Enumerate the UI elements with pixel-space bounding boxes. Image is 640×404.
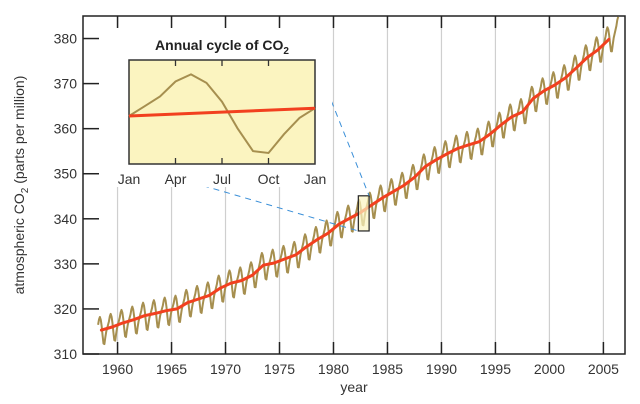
y-tick-label: 330 — [54, 256, 78, 272]
y-tick-label: 360 — [54, 121, 78, 137]
tick-labels: 1960 1965 1970 1975 1980 1985 1990 1995 2000 2005… — [54, 31, 620, 377]
inset-x-tick-label: Oct — [258, 171, 280, 187]
inset-seasonal-line — [128, 73, 316, 155]
inset-x-tick-label: Jan — [304, 171, 327, 187]
y-tick-label: 370 — [54, 76, 78, 92]
y-tick-label: 320 — [54, 301, 78, 317]
x-tick-label: 2000 — [534, 361, 565, 377]
inset-trend-line — [128, 106, 316, 118]
x-tick-label: 1975 — [264, 361, 295, 377]
inset-x-tick-label: Jan — [118, 171, 141, 187]
series-layer — [97, 16, 620, 346]
x-tick-label: 1965 — [156, 361, 187, 377]
inset-ticks: Jan Apr Jul Oct Jan — [118, 60, 327, 187]
highlight-box — [357, 195, 370, 232]
x-tick-label: 1990 — [426, 361, 457, 377]
connector-bottom — [128, 163, 359, 232]
x-tick-label: 1985 — [372, 361, 403, 377]
inset-x-tick-label: Apr — [165, 171, 187, 187]
y-axis-label: atmospheric CO2 (parts per million) — [11, 76, 31, 295]
x-tick-label: 1980 — [318, 361, 349, 377]
inset-title: Annual cycle of CO2 — [155, 37, 289, 57]
plot-frame — [82, 15, 626, 355]
inset-chart: Annual cycle of CO2 Jan Apr Jul Oct Jan — [110, 27, 332, 187]
x-tick-label: 1960 — [102, 361, 133, 377]
x-axis-label: year — [340, 379, 368, 395]
x-tick-label: 1970 — [210, 361, 241, 377]
inset-x-tick-label: Jul — [213, 171, 231, 187]
x-tick-label: 2005 — [588, 361, 619, 377]
y-tick-label: 310 — [54, 346, 78, 362]
y-tick-label: 340 — [54, 211, 78, 227]
x-tick-label: 1995 — [480, 361, 511, 377]
axes — [82, 15, 626, 355]
trend-co2-line — [99, 37, 611, 332]
y-tick-label: 380 — [54, 31, 78, 47]
y-tick-label: 350 — [54, 166, 78, 182]
